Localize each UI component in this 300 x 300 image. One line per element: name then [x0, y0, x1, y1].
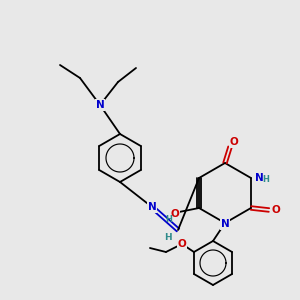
Text: N: N: [255, 173, 264, 183]
Text: N: N: [96, 100, 104, 110]
Text: N: N: [148, 202, 156, 212]
Text: N: N: [220, 219, 230, 229]
Text: H: H: [166, 215, 172, 224]
Text: O: O: [178, 239, 186, 249]
Text: O: O: [171, 209, 179, 219]
Text: O: O: [272, 205, 280, 215]
Text: H: H: [164, 233, 172, 242]
Text: O: O: [230, 137, 238, 147]
Text: H: H: [262, 175, 269, 184]
